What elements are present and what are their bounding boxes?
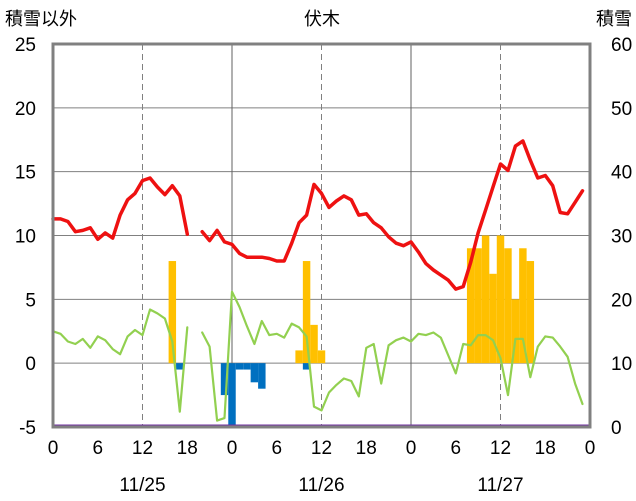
day-label: 11/27 xyxy=(477,475,523,496)
x-tick-label: 18 xyxy=(177,438,198,459)
right-axis-label: 積雪 xyxy=(596,9,632,29)
bars xyxy=(168,235,535,427)
right-tick-label: 40 xyxy=(611,163,632,184)
x-tick-label: 6 xyxy=(271,438,282,459)
negative-bar xyxy=(302,363,311,370)
x-tick-label: 0 xyxy=(227,438,238,459)
left-tick-label: 0 xyxy=(25,354,36,375)
left-tick-label: 20 xyxy=(15,99,36,120)
green-line xyxy=(51,290,584,422)
negative-bar xyxy=(243,363,251,370)
frame-border xyxy=(51,42,592,429)
day-label: 11/25 xyxy=(119,475,165,496)
right-tick-label: 30 xyxy=(611,227,632,248)
x-tick-label: 12 xyxy=(311,438,332,459)
left-tick-label: -5 xyxy=(19,418,36,439)
x-tick-label: 0 xyxy=(406,438,417,459)
right-tick-label: 20 xyxy=(611,290,632,311)
left-tick-label: 25 xyxy=(15,35,36,56)
lines xyxy=(51,139,585,422)
right-tick-label: 50 xyxy=(611,99,632,120)
left-tick-label: 10 xyxy=(15,227,36,248)
negative-bar xyxy=(250,363,259,383)
left-tick-label: 15 xyxy=(15,163,36,184)
snow-bar xyxy=(310,324,318,364)
snow-bar xyxy=(526,261,535,364)
negative-bar xyxy=(220,363,229,396)
x-tick-label: 6 xyxy=(92,438,103,459)
x-tick-label: 6 xyxy=(450,438,461,459)
snow-bar xyxy=(168,261,177,364)
snow-bar xyxy=(466,248,475,364)
snow-bar xyxy=(504,248,512,364)
right-tick-label: 60 xyxy=(611,35,632,56)
right-tick-label: 10 xyxy=(611,354,632,375)
snow-bar xyxy=(496,235,505,364)
negative-bar xyxy=(258,363,266,389)
x-tick-label: 18 xyxy=(356,438,377,459)
negative-bar xyxy=(228,363,236,427)
left-tick-label: 5 xyxy=(25,290,36,311)
chart-title: 伏木 xyxy=(304,9,340,29)
left-axis-label: 積雪以外 xyxy=(5,9,77,29)
grid xyxy=(53,44,590,427)
x-tick-label: 18 xyxy=(535,438,556,459)
snow-bar xyxy=(302,261,311,364)
x-tick-label: 0 xyxy=(585,438,596,459)
snow-bar xyxy=(474,248,482,364)
negative-bar xyxy=(235,363,244,370)
snow-bar xyxy=(519,248,527,364)
temperature-line xyxy=(51,139,585,291)
snow-bar xyxy=(511,299,520,364)
x-tick-label: 0 xyxy=(48,438,59,459)
x-tick-label: 12 xyxy=(490,438,511,459)
snow-bar xyxy=(295,350,303,364)
negative-bar xyxy=(176,363,184,370)
plot-frame xyxy=(51,42,592,429)
snow-bar xyxy=(317,350,326,364)
x-tick-label: 12 xyxy=(132,438,153,459)
day-label: 11/26 xyxy=(298,475,344,496)
snow-bar xyxy=(489,273,497,364)
right-tick-label: 0 xyxy=(611,418,622,439)
snow-bar xyxy=(481,235,490,364)
